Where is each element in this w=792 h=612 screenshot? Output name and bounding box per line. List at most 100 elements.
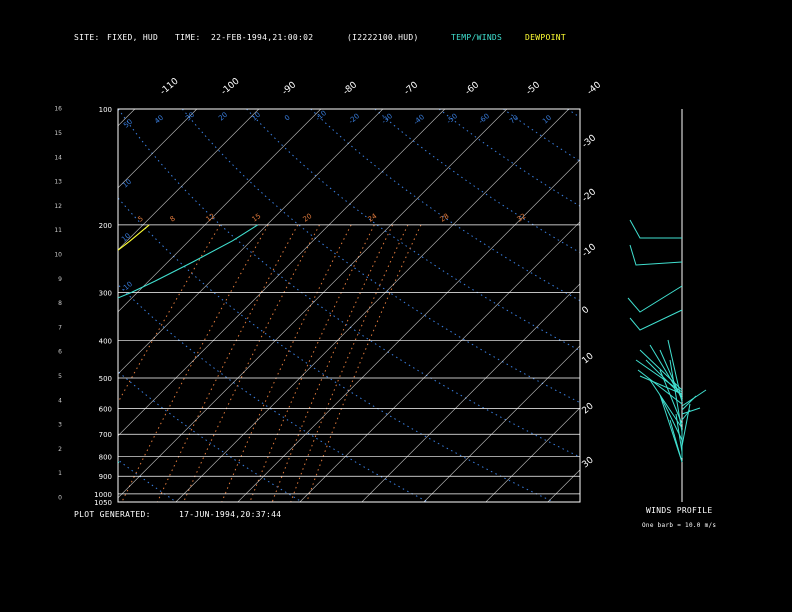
height-km-tick: 6 <box>58 349 62 356</box>
isotherm-label-right: -20 <box>581 187 599 204</box>
mixing-ratio-line <box>183 224 320 502</box>
wind-barb <box>675 413 683 453</box>
wind-barb <box>629 309 683 331</box>
pressure-tick-label: 800 <box>99 454 112 462</box>
pressure-tick-label: 400 <box>99 338 112 346</box>
dry-adiabat-line <box>0 109 51 502</box>
mixing-ratio-label: 28 <box>439 212 451 224</box>
dry-adiabat-label: -50 <box>445 112 459 125</box>
height-km-tick: 8 <box>58 300 62 307</box>
wind-barb <box>639 349 683 391</box>
dry-adiabat-line <box>632 109 792 502</box>
pressure-tick-label: 700 <box>99 431 112 439</box>
pressure-tick-label: 1000 <box>94 491 112 499</box>
isotherm-line <box>118 109 136 127</box>
height-km-tick: 10 <box>54 252 62 259</box>
wind-barb <box>629 244 683 266</box>
isotherm-line <box>118 109 322 313</box>
isotherm-line <box>118 109 508 499</box>
mixing-ratio-line <box>156 224 299 502</box>
isotherm-line <box>237 159 580 502</box>
dry-adiabat-line <box>567 109 580 118</box>
pressure-tick-label: 900 <box>99 473 112 481</box>
pressure-tick-label: 600 <box>99 405 112 413</box>
mixing-ratio-label: 24 <box>367 212 379 224</box>
wind-barb <box>637 369 683 405</box>
dry-adiabat-line <box>118 197 554 502</box>
height-km-tick: 7 <box>58 324 62 331</box>
isotherm-line <box>299 221 580 502</box>
isotherm-line <box>175 109 570 502</box>
dry-adiabat-line <box>438 109 580 207</box>
temperature-trace <box>118 224 258 464</box>
pressure-tick-label: 100 <box>99 106 112 114</box>
time-value: 22-FEB-1994,21:00:02 <box>211 33 314 42</box>
height-km-tick: 4 <box>58 397 62 404</box>
isotherm-line <box>118 109 384 375</box>
plot-generated-value: 17-JUN-1994,20:37:44 <box>179 510 282 519</box>
dry-adiabat-label: -20 <box>347 112 361 125</box>
wind-barb <box>659 394 683 463</box>
file-value: (I2222100.HUD) <box>347 33 419 42</box>
wind-barb <box>627 285 683 313</box>
isotherm-label-top: -100 <box>220 76 242 97</box>
mixing-ratio-label: 15 <box>251 212 263 224</box>
barb-note: One barb = 10.0 m/s <box>642 522 717 529</box>
isotherm-line <box>361 283 580 502</box>
mixing-ratio-label: 32 <box>516 212 528 224</box>
dry-adiabat-label: 0 <box>283 114 292 123</box>
dry-adiabat-line <box>310 109 580 302</box>
wind-barb <box>645 359 683 397</box>
height-km-tick: 2 <box>58 446 62 453</box>
mixing-ratio-line <box>271 224 394 502</box>
site-value: FIXED, HUD <box>107 33 159 42</box>
mixing-ratio-label: 8 <box>169 215 177 224</box>
height-km-tick: 15 <box>54 130 62 137</box>
dry-adiabat-label: -10 <box>314 109 328 122</box>
legend-temp: TEMP/WINDS <box>451 33 503 42</box>
mixing-ratio-label: 12 <box>205 212 217 224</box>
dry-adiabat-line <box>118 459 177 502</box>
dry-adiabat-line <box>246 109 580 352</box>
isotherm-line <box>118 109 260 251</box>
dry-adiabat-label: -40 <box>412 113 426 126</box>
dry-adiabat-line <box>503 109 580 162</box>
dewpoint-trace <box>118 224 150 251</box>
dry-adiabat-line <box>181 109 580 404</box>
wind-barb <box>659 394 683 441</box>
dry-adiabat-label: 10 <box>120 232 132 244</box>
dry-adiabat-label: 10 <box>541 114 553 126</box>
mixing-ratio-label: 5 <box>137 215 145 224</box>
mixing-ratio-line <box>121 224 269 502</box>
height-km-tick: 12 <box>54 203 62 210</box>
isotherm-label-top: -70 <box>403 80 421 97</box>
dry-adiabat-label: 10 <box>250 111 262 123</box>
wind-barb <box>681 403 691 447</box>
isotherm-label-top: -60 <box>464 80 482 97</box>
wind-barb <box>659 369 683 425</box>
height-km-tick: 3 <box>58 422 62 429</box>
dry-adiabat-line <box>118 283 429 502</box>
mixing-ratio-line <box>290 224 409 502</box>
wind-barb <box>681 395 697 411</box>
isotherm-label-right: -30 <box>581 133 599 150</box>
isotherm-line <box>734 109 792 502</box>
dry-adiabat-label: -10 <box>120 280 134 293</box>
dry-adiabat-label: 20 <box>217 111 229 123</box>
height-km-tick: 14 <box>54 154 62 161</box>
height-km-tick: 0 <box>58 495 62 502</box>
plot-frame <box>117 108 581 503</box>
isotherm-label-right: 10 <box>581 351 596 366</box>
mixing-ratio-line <box>221 224 352 502</box>
wind-barb <box>667 339 683 403</box>
dry-adiabat-label: -30 <box>380 112 394 125</box>
time-label: TIME: <box>175 33 201 42</box>
wind-barb <box>681 407 701 415</box>
dry-adiabat-label: 50 <box>122 118 134 130</box>
mixing-ratio-label: 20 <box>302 212 314 224</box>
isotherm-label-top: -90 <box>281 80 299 97</box>
isotherm-label-right: 20 <box>581 401 596 416</box>
isotherm-line <box>118 109 198 189</box>
height-km-tick: 16 <box>54 106 62 113</box>
